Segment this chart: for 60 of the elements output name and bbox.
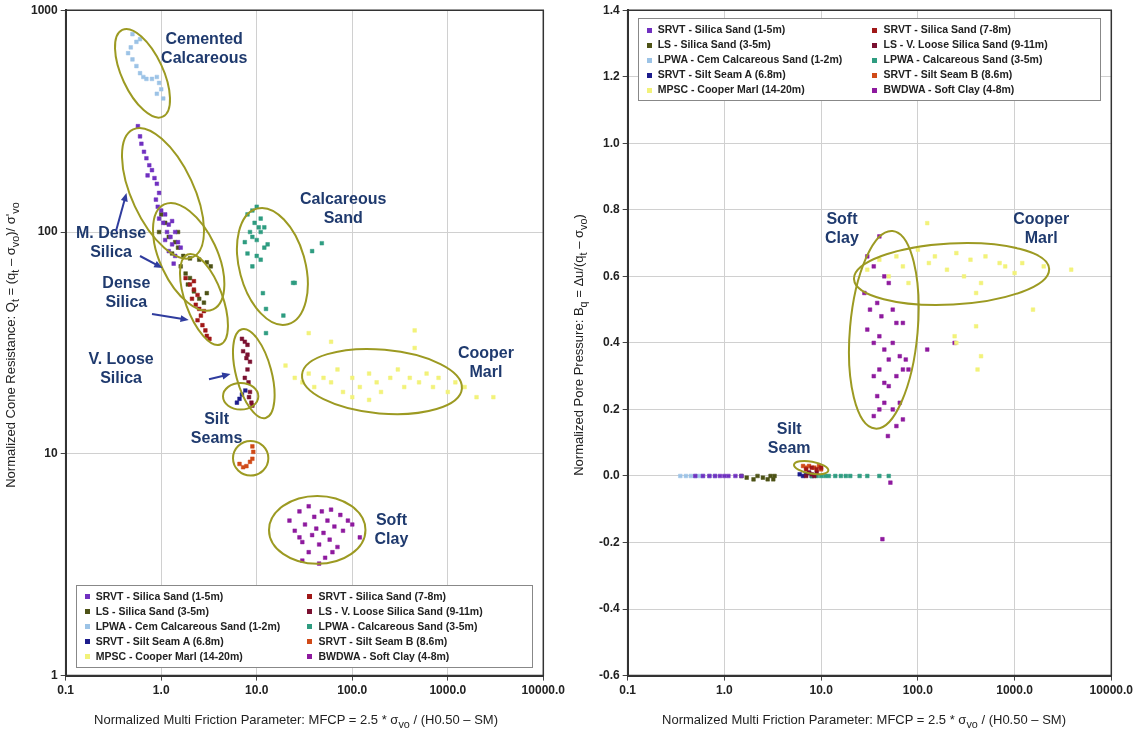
annotation: Cemented Calcareous	[161, 29, 248, 66]
legend-label: LPWA - Calcareous Sand (3-5m)	[317, 618, 479, 634]
legend-label: SRVT - Silica Sand (1-5m)	[656, 22, 787, 38]
legend-label: LS - Silica Sand (3-5m)	[656, 37, 772, 53]
annotation: Soft Clay	[374, 510, 409, 547]
y-tick-label: 10	[44, 446, 59, 461]
annotation: Cooper Marl	[1013, 210, 1070, 247]
y-tick-label: 1000	[30, 2, 59, 17]
legend-label: SRVT - Silt Seam B (8.6m)	[882, 67, 1014, 83]
legend-label: BWDWA - Soft Clay (4-8m)	[882, 82, 1016, 98]
x-axis-title: Normalized Multi Friction Parameter: MFCP = 2.5 * σ$_{vo}$ / (H0.50 – SM)	[661, 712, 1067, 730]
y-tick-label: 1.0	[602, 135, 620, 150]
legend-label: MPSC - Cooper Marl (14-20m)	[94, 648, 244, 664]
legend-label: SRVT - Silica Sand (7-8m)	[317, 588, 448, 604]
x-tick-label: 0.1	[619, 683, 637, 698]
x-tick-label: 10.0	[245, 683, 269, 698]
y-tick-label: -0.2	[598, 534, 620, 549]
annotation: Silt Seam	[767, 420, 811, 457]
x-tick-label: 100.0	[902, 683, 934, 698]
y-tick-label: 0.2	[602, 401, 620, 416]
x-tick-label: 10.0	[809, 683, 834, 698]
legend-label: SRVT - Silica Sand (1-5m)	[94, 588, 225, 604]
y-tick-label: 1.4	[602, 2, 620, 17]
y-tick-label: 0.0	[602, 468, 620, 483]
annotation: V. Loose Silica	[88, 350, 154, 387]
legend-label: LPWA - Cem Calcareous Sand (1-2m)	[656, 52, 844, 68]
y-tick-label: 0.4	[602, 335, 620, 350]
x-tick-label: 1000.0	[429, 683, 467, 698]
x-axis-title: Normalized Multi Friction Parameter: MFCP = 2.5 * σ$_{vo}$ / (H0.50 – SM)	[93, 712, 499, 730]
legend-label: MPSC - Cooper Marl (14-20m)	[656, 82, 806, 98]
x-tick-label: 10000.0	[521, 683, 566, 698]
legend-label: LPWA - Calcareous Sand (3-5m)	[882, 52, 1044, 68]
annotation: Cooper Marl	[458, 344, 514, 381]
x-tick-label: 100.0	[337, 683, 368, 698]
x-tick-label: 1.0	[152, 683, 170, 698]
x-tick-label: 1.0	[716, 683, 734, 698]
y-tick-label: -0.4	[598, 601, 620, 616]
y-tick-label: 0.6	[602, 268, 620, 283]
y-tick-label: 100	[37, 224, 59, 239]
legend-label: SRVT - Silt Seam A (6.8m)	[94, 633, 225, 649]
legend-label: SRVT - Silt Seam B (8.6m)	[317, 633, 449, 649]
legend-label: LS - V. Loose Silica Sand (9-11m)	[882, 37, 1049, 53]
y-tick-label: 0.8	[602, 202, 620, 217]
y-tick-label: 1.2	[602, 69, 620, 84]
y-tick-label: 1	[51, 667, 59, 682]
legend-label: LPWA - Cem Calcareous Sand (1-2m)	[94, 618, 282, 634]
y-tick-label: -0.6	[598, 667, 620, 682]
annotation: Dense Silica	[102, 273, 151, 310]
legend-label: BWDWA - Soft Clay (4-8m)	[317, 648, 451, 664]
annotation: Soft Clay	[825, 210, 859, 247]
annotation: Calcareous Sand	[300, 190, 387, 227]
annotation: Silt Seams	[190, 409, 243, 446]
x-tick-label: 1000.0	[996, 683, 1034, 698]
annotation: M. Dense Silica	[75, 224, 147, 260]
legend-label: LS - V. Loose Silica Sand (9-11m)	[317, 603, 484, 619]
x-tick-label: 10000.0	[1089, 683, 1134, 698]
legend-label: SRVT - Silt Seam A (6.8m)	[656, 67, 787, 83]
x-tick-label: 0.1	[57, 683, 75, 698]
legend-label: SRVT - Silica Sand (7-8m)	[882, 22, 1013, 38]
legend-label: LS - Silica Sand (3-5m)	[94, 603, 210, 619]
